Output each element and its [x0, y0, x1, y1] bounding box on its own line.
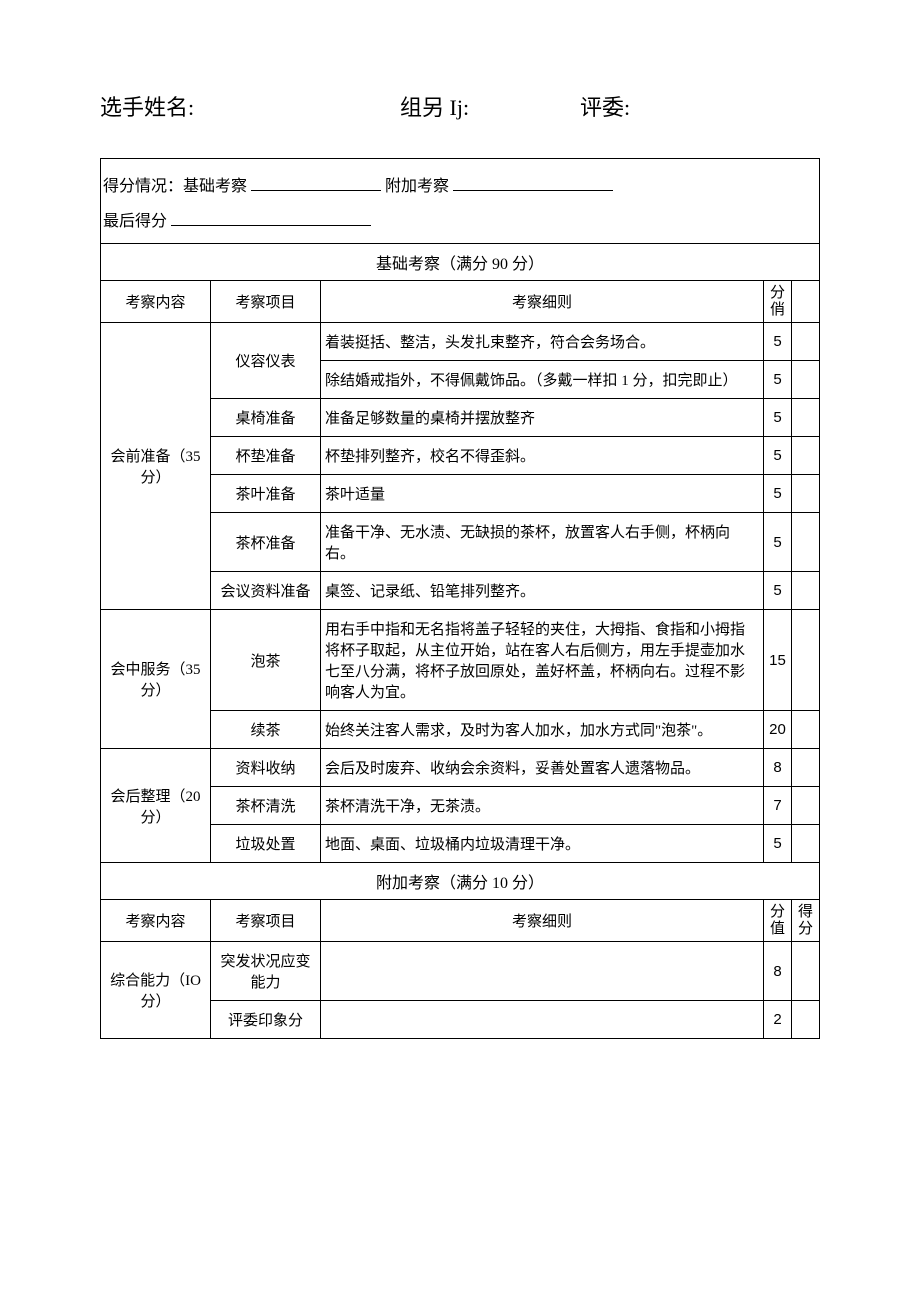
contestant-name-label: 选手姓名:: [100, 90, 400, 122]
table-row: 考察内容 考察项目 考察细则 分俏: [101, 281, 820, 323]
header-item: 考察项目: [211, 900, 321, 942]
judge-label: 评委:: [580, 90, 630, 122]
item-label: 会议资料准备: [211, 572, 321, 610]
item-label: 评委印象分: [211, 1001, 321, 1039]
detail-text: [321, 942, 764, 1001]
header-item: 考察项目: [211, 281, 321, 323]
score-value: 8: [764, 942, 792, 1001]
detail-text: 桌签、记录纸、铅笔排列整齐。: [321, 572, 764, 610]
group-label: 综合能力（IO分）: [101, 942, 211, 1039]
item-label: 茶叶准备: [211, 475, 321, 513]
item-label: 杯垫准备: [211, 437, 321, 475]
item-label: 突发状况应变能力: [211, 942, 321, 1001]
detail-text: 地面、桌面、垃圾桶内垃圾清理干净。: [321, 825, 764, 863]
score-value: 5: [764, 572, 792, 610]
header-score: 分俏: [764, 281, 792, 323]
detail-text: 着装挺括、整洁，头发扎束整齐，符合会务场合。: [321, 323, 764, 361]
got-blank: [792, 825, 820, 863]
item-label: 桌椅准备: [211, 399, 321, 437]
table-row: 综合能力（IO分） 突发状况应变能力 8: [101, 942, 820, 1001]
header-got: 得分: [792, 900, 820, 942]
group-label: 会前准备（35分）: [101, 323, 211, 610]
form-header: 选手姓名: 组另 Ij: 评委:: [100, 90, 820, 122]
detail-text: 用右手中指和无名指将盖子轻轻的夹住，大拇指、食指和小拇指将杯子取起，从主位开始，…: [321, 610, 764, 711]
header-content: 考察内容: [101, 281, 211, 323]
header-detail: 考察细则: [321, 900, 764, 942]
got-blank: [792, 475, 820, 513]
score-value: 5: [764, 825, 792, 863]
got-blank: [792, 323, 820, 361]
item-label: 茶杯准备: [211, 513, 321, 572]
got-blank: [792, 361, 820, 399]
item-label: 茶杯清洗: [211, 787, 321, 825]
detail-text: 始终关注客人需求，及时为客人加水，加水方式同"泡茶"。: [321, 711, 764, 749]
table-row: 考察内容 考察项目 考察细则 分值 得分: [101, 900, 820, 942]
got-blank: [792, 711, 820, 749]
detail-text: 茶杯清洗干净，无茶渍。: [321, 787, 764, 825]
score-value: 5: [764, 475, 792, 513]
got-blank: [792, 610, 820, 711]
got-blank: [792, 399, 820, 437]
detail-text: [321, 1001, 764, 1039]
item-label: 资料收纳: [211, 749, 321, 787]
score-value: 20: [764, 711, 792, 749]
item-label: 续茶: [211, 711, 321, 749]
blank-basic-score: [251, 176, 381, 191]
summary-final-label: 最后得分: [103, 213, 167, 230]
score-value: 5: [764, 437, 792, 475]
got-blank: [792, 787, 820, 825]
table-row: 附加考察（满分 10 分）: [101, 863, 820, 900]
blank-final-score: [171, 211, 371, 226]
blank-extra-score: [453, 176, 613, 191]
header-detail: 考察细则: [321, 281, 764, 323]
detail-text: 准备干净、无水渍、无缺损的茶杯，放置客人右手侧，杯柄向右。: [321, 513, 764, 572]
got-blank: [792, 513, 820, 572]
score-value: 2: [764, 1001, 792, 1039]
summary-extra-label: 附加考察: [385, 178, 449, 195]
header-score: 分值: [764, 900, 792, 942]
group-label: 会后整理（20分）: [101, 749, 211, 863]
summary-basic-label: 得分情况：基础考察: [103, 178, 247, 195]
group-label: 组另 Ij:: [400, 90, 580, 122]
table-row: 会中服务（35分） 泡茶 用右手中指和无名指将盖子轻轻的夹住，大拇指、食指和小拇…: [101, 610, 820, 711]
got-blank: [792, 1001, 820, 1039]
got-blank: [792, 749, 820, 787]
score-value: 8: [764, 749, 792, 787]
score-value: 5: [764, 323, 792, 361]
score-value: 7: [764, 787, 792, 825]
assessment-table: 基础考察（满分 90 分） 考察内容 考察项目 考察细则 分俏 会前准备（35分…: [100, 243, 820, 1039]
score-summary: 得分情况：基础考察 附加考察 最后得分: [100, 158, 820, 243]
detail-text: 杯垫排列整齐，校名不得歪斜。: [321, 437, 764, 475]
score-value: 5: [764, 399, 792, 437]
detail-text: 准备足够数量的桌椅并摆放整齐: [321, 399, 764, 437]
header-got-blank: [792, 281, 820, 323]
score-value: 5: [764, 513, 792, 572]
table-row: 会前准备（35分） 仪容仪表 着装挺括、整洁，头发扎束整齐，符合会务场合。 5: [101, 323, 820, 361]
detail-text: 茶叶适量: [321, 475, 764, 513]
item-label: 仪容仪表: [211, 323, 321, 399]
detail-text: 除结婚戒指外，不得佩戴饰品。（多戴一样扣 1 分，扣完即止）: [321, 361, 764, 399]
group-label: 会中服务（35分）: [101, 610, 211, 749]
score-value: 5: [764, 361, 792, 399]
score-value: 15: [764, 610, 792, 711]
item-label: 泡茶: [211, 610, 321, 711]
item-label: 垃圾处置: [211, 825, 321, 863]
got-blank: [792, 437, 820, 475]
detail-text: 会后及时废弃、收纳会余资料，妥善处置客人遗落物品。: [321, 749, 764, 787]
table-row: 会后整理（20分） 资料收纳 会后及时废弃、收纳会余资料，妥善处置客人遗落物品。…: [101, 749, 820, 787]
extra-section-title: 附加考察（满分 10 分）: [101, 863, 820, 900]
basic-section-title: 基础考察（满分 90 分）: [101, 244, 820, 281]
header-content: 考察内容: [101, 900, 211, 942]
got-blank: [792, 572, 820, 610]
got-blank: [792, 942, 820, 1001]
table-row: 基础考察（满分 90 分）: [101, 244, 820, 281]
